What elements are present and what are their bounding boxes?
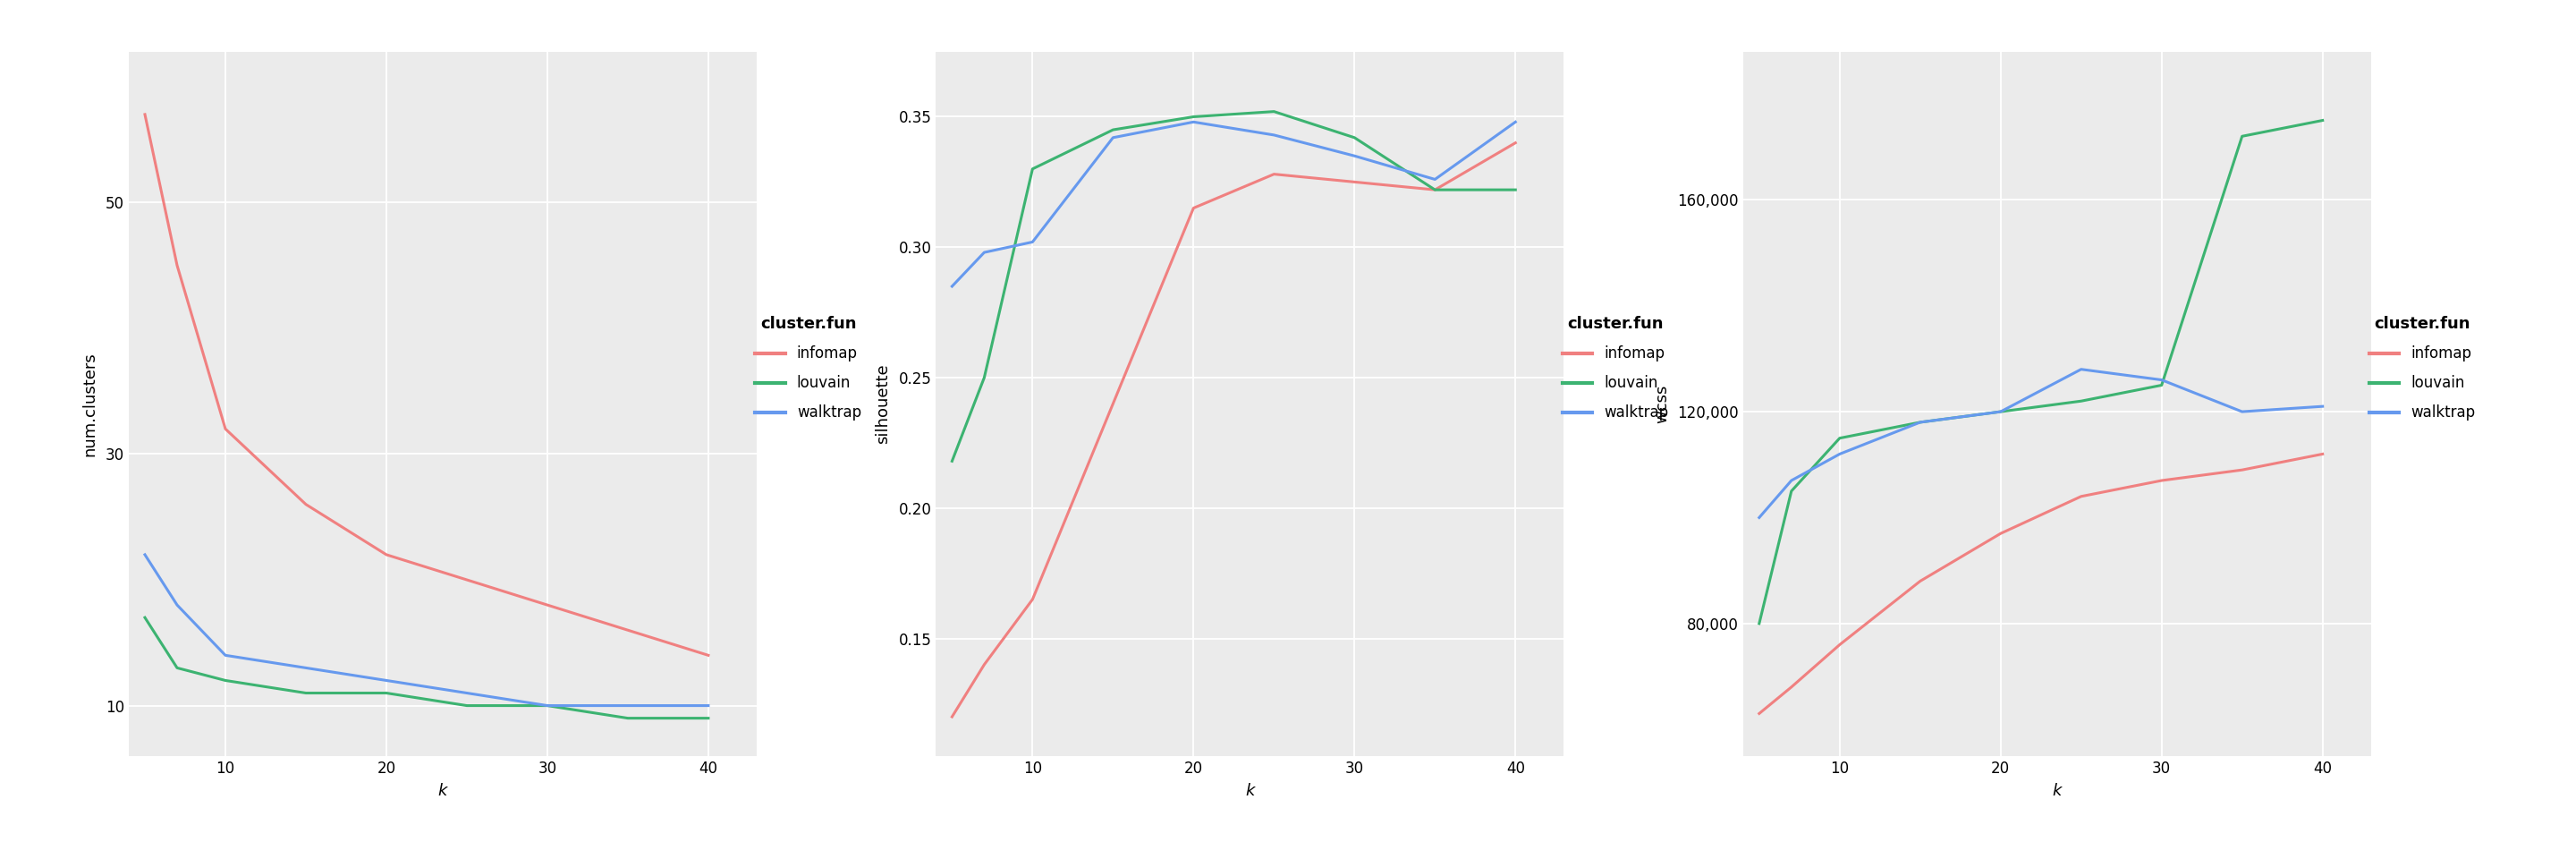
Y-axis label: num.clusters: num.clusters <box>82 351 98 456</box>
Y-axis label: silhouette: silhouette <box>876 363 891 444</box>
Legend: infomap, louvain, walktrap: infomap, louvain, walktrap <box>2370 316 2476 421</box>
X-axis label: k: k <box>438 783 448 799</box>
Legend: infomap, louvain, walktrap: infomap, louvain, walktrap <box>755 316 860 421</box>
Legend: infomap, louvain, walktrap: infomap, louvain, walktrap <box>1561 316 1669 421</box>
Y-axis label: wcss: wcss <box>1654 384 1669 423</box>
X-axis label: k: k <box>1244 783 1255 799</box>
X-axis label: k: k <box>2053 783 2061 799</box>
